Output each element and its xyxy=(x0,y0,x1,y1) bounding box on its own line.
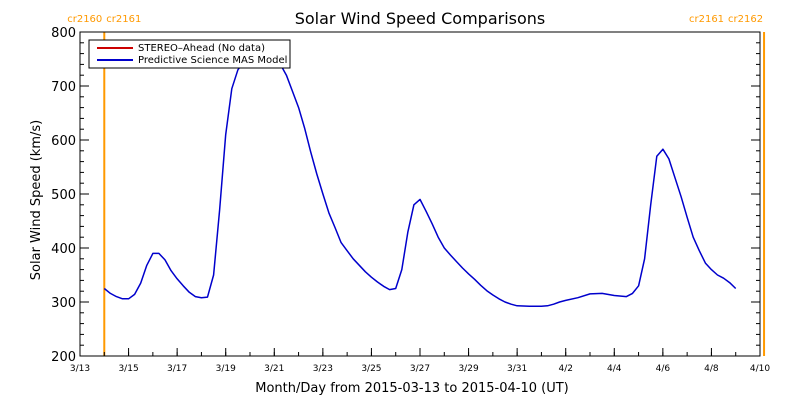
y-tick-label: 400 xyxy=(51,242,76,257)
x-axis-label: Month/Day from 2015-03-13 to 2015-04-10 … xyxy=(255,381,568,396)
rotation-markers xyxy=(103,32,766,356)
y-axis-label: Solar Wind Speed (km/s) xyxy=(29,120,44,280)
legend-label-mas-model: Predictive Science MAS Model xyxy=(138,55,287,66)
x-tick-label: 3/25 xyxy=(361,364,381,374)
chart-title: Solar Wind Speed Comparisons xyxy=(295,9,546,28)
x-tick-label: 3/13 xyxy=(70,364,90,374)
y-axis: 200 300 400 500 600 700 800 xyxy=(51,26,760,365)
x-tick-label: 3/31 xyxy=(507,364,527,374)
x-tick-label: 4/2 xyxy=(558,364,572,374)
rotation-labels: cr2160 cr2161 cr2161 cr2162 xyxy=(67,14,763,25)
rotation-label-left: cr2161 xyxy=(689,14,724,25)
y-tick-label: 500 xyxy=(51,188,76,203)
y-tick-label: 300 xyxy=(51,296,76,311)
x-tick-label: 3/27 xyxy=(410,364,430,374)
rotation-label-right: cr2162 xyxy=(728,14,763,25)
y-tick-label: 600 xyxy=(51,134,76,149)
x-tick-label: 4/6 xyxy=(656,364,671,374)
x-tick-label: 4/8 xyxy=(704,364,719,374)
x-tick-label: 3/17 xyxy=(167,364,187,374)
rotation-label-right: cr2161 xyxy=(106,14,141,25)
series-line-0 xyxy=(103,55,737,308)
x-tick-label: 3/15 xyxy=(118,364,138,374)
series-layer xyxy=(103,55,737,308)
x-axis: 3/13 3/15 3/17 3/19 3/21 3/23 3/25 3/27 3/29 3/31… xyxy=(70,348,770,374)
x-tick-label: 4/4 xyxy=(607,364,622,374)
x-tick-label: 3/29 xyxy=(458,364,478,374)
y-tick-label: 200 xyxy=(51,350,76,365)
x-tick-label: 3/21 xyxy=(264,364,284,374)
x-tick-label: 4/10 xyxy=(750,364,770,374)
x-tick-label: 3/19 xyxy=(216,364,236,374)
legend: STEREO–Ahead (No data) Predictive Scienc… xyxy=(88,39,291,69)
y-tick-label: 700 xyxy=(51,80,76,95)
x-tick-label: 3/23 xyxy=(313,364,333,374)
rotation-label-left: cr2160 xyxy=(67,14,102,25)
legend-label-stereo-ahead: STEREO–Ahead (No data) xyxy=(138,43,265,54)
legend-box xyxy=(88,39,291,69)
y-tick-label: 800 xyxy=(51,26,76,41)
